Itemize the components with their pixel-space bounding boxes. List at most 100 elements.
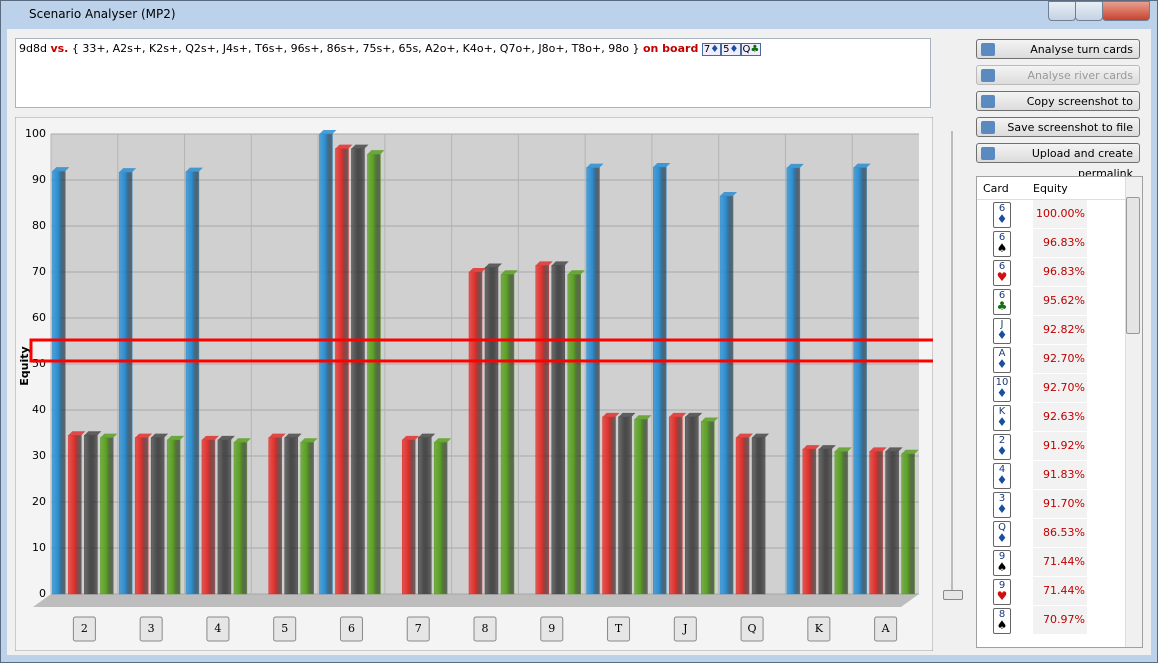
- card-suit: ♠: [996, 560, 1008, 574]
- bar: [685, 416, 699, 595]
- button: Analyse river cards: [976, 65, 1140, 85]
- button-label: Save screenshot to file: [1007, 121, 1133, 134]
- card-suit: ♦: [996, 502, 1008, 516]
- x-label-box: [473, 616, 497, 642]
- slider-thumb[interactable]: [943, 590, 963, 600]
- column-header: Card: [983, 182, 1009, 195]
- card-icon: 3 ♦: [993, 492, 1011, 518]
- bar-cap: [736, 433, 754, 438]
- x-tick-label: 4: [214, 622, 221, 635]
- board-card: 5♦: [721, 43, 741, 56]
- bar-cap: [151, 433, 169, 438]
- card-suit: ♥: [996, 589, 1008, 603]
- bar-cap: [669, 412, 687, 417]
- x-label-box: [540, 616, 564, 642]
- bar-cap: [885, 447, 903, 452]
- card-suit: ♣: [750, 44, 760, 55]
- card-rank: 6: [998, 203, 1006, 214]
- bar: [602, 416, 616, 595]
- bar: [701, 421, 715, 595]
- bar-cap: [367, 150, 385, 155]
- bar-cap: [119, 168, 137, 173]
- bar: [433, 441, 448, 595]
- table-row: 8 ♠ 70.97%: [977, 606, 1142, 635]
- table-row: J ♦ 92.82%: [977, 316, 1142, 345]
- card-rank: 6: [998, 290, 1006, 301]
- on-board: on board: [642, 42, 699, 55]
- y-tick-label: 40: [32, 403, 46, 416]
- bar: [885, 451, 899, 595]
- card-suit: ♦: [996, 212, 1008, 226]
- bar-cap: [901, 449, 919, 454]
- equity-cell: 92.63%: [1033, 403, 1087, 431]
- card-rank: 6: [998, 232, 1006, 243]
- bar-cap: [84, 431, 102, 436]
- x-tick-label: 8: [482, 622, 489, 635]
- bar: [319, 133, 333, 595]
- equity-cell: 96.83%: [1033, 229, 1087, 257]
- close-button[interactable]: [1102, 1, 1150, 21]
- bar-cap: [869, 447, 887, 452]
- bar: [500, 274, 515, 595]
- bar: [869, 451, 883, 595]
- button-icon: [981, 147, 995, 160]
- x-label-box: [72, 616, 96, 642]
- card-rank: 4: [998, 464, 1006, 475]
- scrollbar[interactable]: [1125, 177, 1142, 647]
- x-tick-label: A: [881, 622, 891, 635]
- bar-cap: [853, 163, 871, 168]
- button-icon: [981, 121, 995, 134]
- equity-cell: 91.92%: [1033, 432, 1087, 460]
- equity-table: Card Equity 6 ♦ 100.00% 6 ♠ 96.83% 6 ♥ 96.83% 6 ♣ 9…: [976, 176, 1143, 648]
- y-tick-label: 80: [32, 219, 46, 232]
- equity-cell: 92.70%: [1033, 345, 1087, 373]
- equity-cell: 95.62%: [1033, 287, 1087, 315]
- table-row: 6 ♦ 100.00%: [977, 200, 1142, 229]
- window-title: Scenario Analyser (MP2): [29, 7, 176, 21]
- card-icon: A ♦: [993, 347, 1011, 373]
- x-tick-label: Q: [748, 622, 757, 635]
- bar: [618, 416, 632, 595]
- button-icon: [981, 69, 995, 82]
- card-suit: ♦: [996, 531, 1008, 545]
- bar: [134, 437, 149, 595]
- bar-cap: [201, 435, 219, 440]
- card-icon: 8 ♠: [993, 608, 1011, 634]
- y-tick-label: 50: [32, 357, 46, 370]
- maximize-button[interactable]: [1075, 1, 1103, 21]
- bar-cap: [618, 412, 636, 417]
- equity-cell: 71.44%: [1033, 577, 1087, 605]
- bar: [351, 148, 365, 595]
- board: 7♦ 5♦ Q♣: [701, 42, 762, 56]
- bar-cap: [268, 433, 286, 438]
- bar-cap: [701, 417, 719, 422]
- bar-cap: [185, 167, 203, 172]
- bar: [468, 271, 483, 595]
- card-rank: 8: [998, 609, 1006, 620]
- card-suit: ♦: [729, 44, 739, 55]
- card-rank: 2: [998, 435, 1006, 446]
- button-label: Analyse river cards: [1027, 69, 1133, 82]
- button[interactable]: Save screenshot to file: [976, 117, 1140, 137]
- card-icon: Q ♦: [993, 521, 1011, 547]
- button[interactable]: Copy screenshot to clipboard: [976, 91, 1140, 128]
- button[interactable]: Analyse turn cards: [976, 39, 1140, 59]
- bar: [735, 437, 750, 595]
- bar: [217, 439, 232, 595]
- bar: [201, 439, 216, 595]
- scroll-thumb[interactable]: [1126, 197, 1140, 334]
- versus: vs.: [50, 42, 69, 55]
- button[interactable]: Upload and create permalink: [976, 143, 1140, 180]
- y-tick-label: 20: [32, 495, 46, 508]
- table-row: 2 ♦ 91.92%: [977, 432, 1142, 461]
- x-label-box: [607, 616, 631, 642]
- card-rank: Q: [742, 44, 751, 55]
- bar: [853, 167, 867, 595]
- minimize-button[interactable]: [1048, 1, 1076, 21]
- hand-textbox[interactable]: 9d8d vs. { 33+, A2s+, K2s+, Q2s+, J4s+, …: [15, 38, 931, 108]
- board-card: Q♣: [740, 43, 762, 56]
- x-tick-label: 9: [548, 622, 555, 635]
- bar-cap: [434, 438, 452, 443]
- bar: [786, 167, 801, 595]
